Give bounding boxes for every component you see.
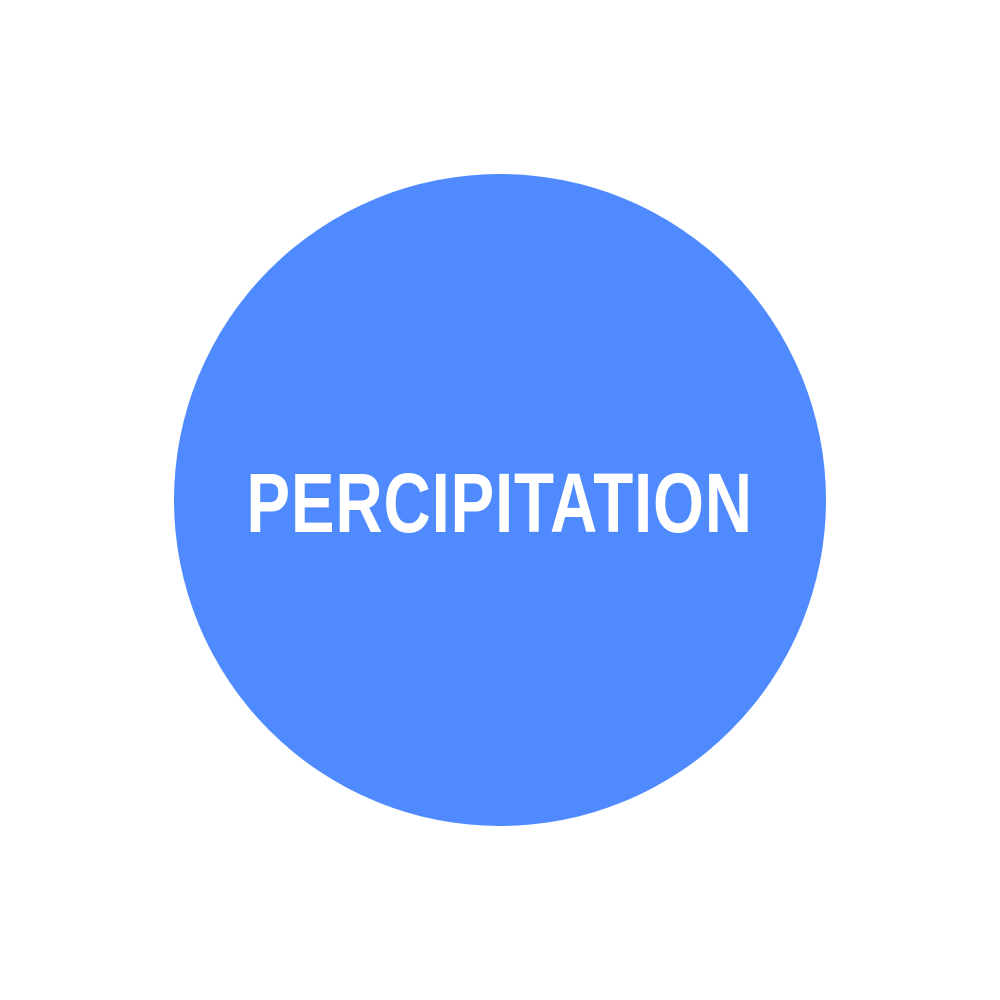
badge-label: PERCIPITATION [246,456,754,550]
blue-circle-badge: PERCIPITATION [174,174,826,826]
